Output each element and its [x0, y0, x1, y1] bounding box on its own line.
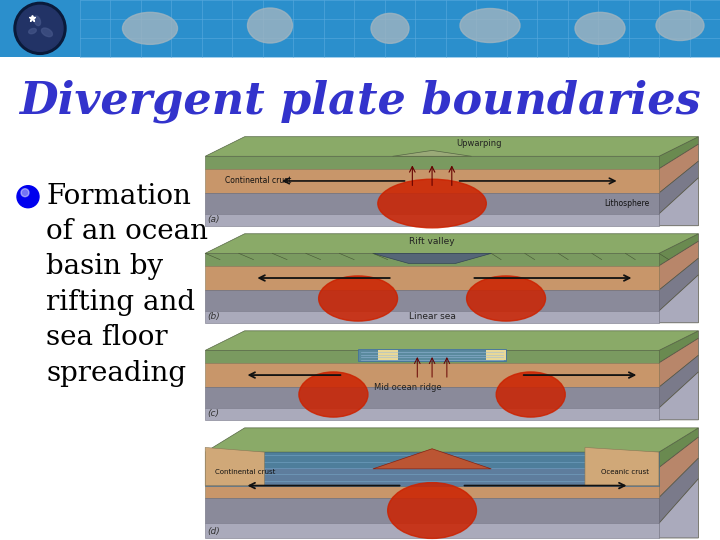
Ellipse shape — [467, 276, 546, 321]
Polygon shape — [392, 151, 472, 156]
Bar — [205, 266, 659, 290]
Polygon shape — [659, 137, 698, 169]
Ellipse shape — [496, 372, 565, 417]
Ellipse shape — [371, 14, 409, 43]
Polygon shape — [373, 253, 491, 264]
Text: Linear sea: Linear sea — [409, 312, 456, 321]
Polygon shape — [659, 339, 698, 387]
Polygon shape — [659, 258, 698, 311]
Text: Divergent plate boundaries: Divergent plate boundaries — [19, 80, 701, 124]
Ellipse shape — [34, 16, 40, 25]
Polygon shape — [659, 161, 698, 214]
Text: (c): (c) — [207, 409, 219, 418]
Ellipse shape — [122, 12, 178, 44]
Polygon shape — [205, 448, 264, 485]
Bar — [205, 363, 659, 387]
Bar — [205, 156, 659, 169]
Polygon shape — [659, 458, 698, 523]
Circle shape — [17, 5, 63, 51]
Bar — [205, 311, 659, 323]
Bar — [205, 452, 659, 468]
Bar — [205, 214, 659, 226]
Polygon shape — [205, 428, 698, 452]
Bar — [205, 387, 659, 408]
Polygon shape — [659, 437, 698, 498]
Bar — [205, 498, 659, 523]
Bar — [205, 290, 659, 311]
Ellipse shape — [29, 29, 36, 33]
Circle shape — [14, 2, 66, 55]
Text: Continental crust: Continental crust — [215, 469, 276, 475]
Polygon shape — [659, 428, 698, 468]
Bar — [205, 350, 659, 363]
Bar — [205, 169, 659, 193]
Text: (d): (d) — [207, 527, 220, 536]
Circle shape — [21, 188, 29, 197]
Text: Formation
of an ocean
basin by
rifting and
sea floor
spreading: Formation of an ocean basin by rifting a… — [46, 183, 208, 387]
Text: Oceanic crust: Oceanic crust — [601, 469, 649, 475]
Ellipse shape — [378, 179, 486, 228]
Polygon shape — [659, 275, 698, 323]
Ellipse shape — [299, 372, 368, 417]
Text: Rift valley: Rift valley — [409, 237, 455, 246]
Ellipse shape — [42, 28, 53, 37]
Polygon shape — [659, 144, 698, 193]
Text: Continental crust: Continental crust — [225, 177, 292, 185]
Ellipse shape — [575, 12, 625, 44]
Polygon shape — [205, 137, 698, 156]
Text: (b): (b) — [207, 312, 220, 321]
Bar — [205, 452, 659, 485]
Polygon shape — [585, 448, 659, 485]
Polygon shape — [659, 241, 698, 290]
Circle shape — [17, 186, 39, 208]
Ellipse shape — [319, 276, 397, 321]
Ellipse shape — [460, 9, 520, 43]
Polygon shape — [659, 372, 698, 420]
Bar — [205, 253, 659, 266]
Bar — [205, 408, 659, 420]
Text: Upwarping: Upwarping — [456, 139, 503, 147]
Bar — [205, 193, 659, 214]
Bar — [205, 468, 659, 498]
Ellipse shape — [248, 8, 292, 43]
Polygon shape — [659, 355, 698, 408]
Polygon shape — [205, 234, 698, 253]
Polygon shape — [659, 479, 698, 538]
Polygon shape — [659, 234, 698, 266]
Polygon shape — [659, 331, 698, 363]
Bar — [486, 350, 506, 360]
Bar — [205, 523, 659, 538]
Polygon shape — [205, 331, 698, 350]
Text: Lithosphere: Lithosphere — [604, 199, 649, 208]
Polygon shape — [373, 449, 491, 469]
Ellipse shape — [656, 10, 704, 40]
Text: Mid ocean ridge: Mid ocean ridge — [374, 382, 441, 392]
Text: (a): (a) — [207, 215, 220, 224]
Polygon shape — [659, 178, 698, 226]
Bar — [0, 0, 720, 57]
Bar — [378, 350, 397, 360]
Bar — [358, 349, 506, 361]
Ellipse shape — [387, 483, 477, 538]
